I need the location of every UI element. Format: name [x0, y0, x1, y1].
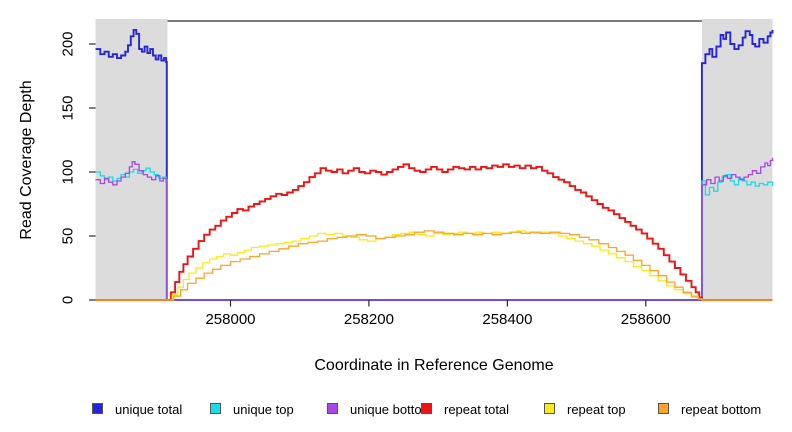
legend-swatch-icon: [210, 403, 221, 414]
legend-label: unique total: [115, 402, 183, 417]
y-axis-title: Read Coverage Depth: [18, 80, 35, 240]
y-tick-label: 50: [59, 227, 77, 245]
y-tick-label: 200: [59, 31, 77, 57]
legend-swatch-icon: [658, 403, 669, 414]
x-tick-label: 258200: [343, 311, 394, 328]
x-tick-label: 258000: [205, 311, 256, 328]
legend-label: unique top: [233, 402, 294, 417]
legend-swatch-icon: [544, 403, 555, 414]
x-axis-title: Coordinate in Reference Genome: [314, 357, 554, 374]
legend-label: repeat bottom: [681, 402, 762, 417]
series-unique-total: [95, 28, 774, 301]
y-tick-label: 0: [59, 295, 77, 305]
left-unique-region-shading: [95, 19, 168, 301]
legend-label: repeat top: [567, 402, 626, 417]
y-tick-label: 150: [59, 95, 77, 121]
legend-label: unique bottom: [350, 402, 433, 417]
x-tick-label: 258400: [482, 311, 533, 328]
legend-swatch-icon: [421, 403, 432, 414]
series-repeat-total: [95, 163, 773, 301]
series-repeat-top: [95, 230, 773, 301]
legend-swatch-icon: [327, 403, 338, 414]
right-unique-region-shading: [701, 19, 773, 301]
series-repeat-bottom: [95, 230, 773, 301]
legend-label: repeat total: [444, 402, 510, 417]
x-tick-label: 258600: [620, 311, 671, 328]
legend-swatch-icon: [92, 403, 103, 414]
y-tick-label: 100: [59, 159, 77, 185]
